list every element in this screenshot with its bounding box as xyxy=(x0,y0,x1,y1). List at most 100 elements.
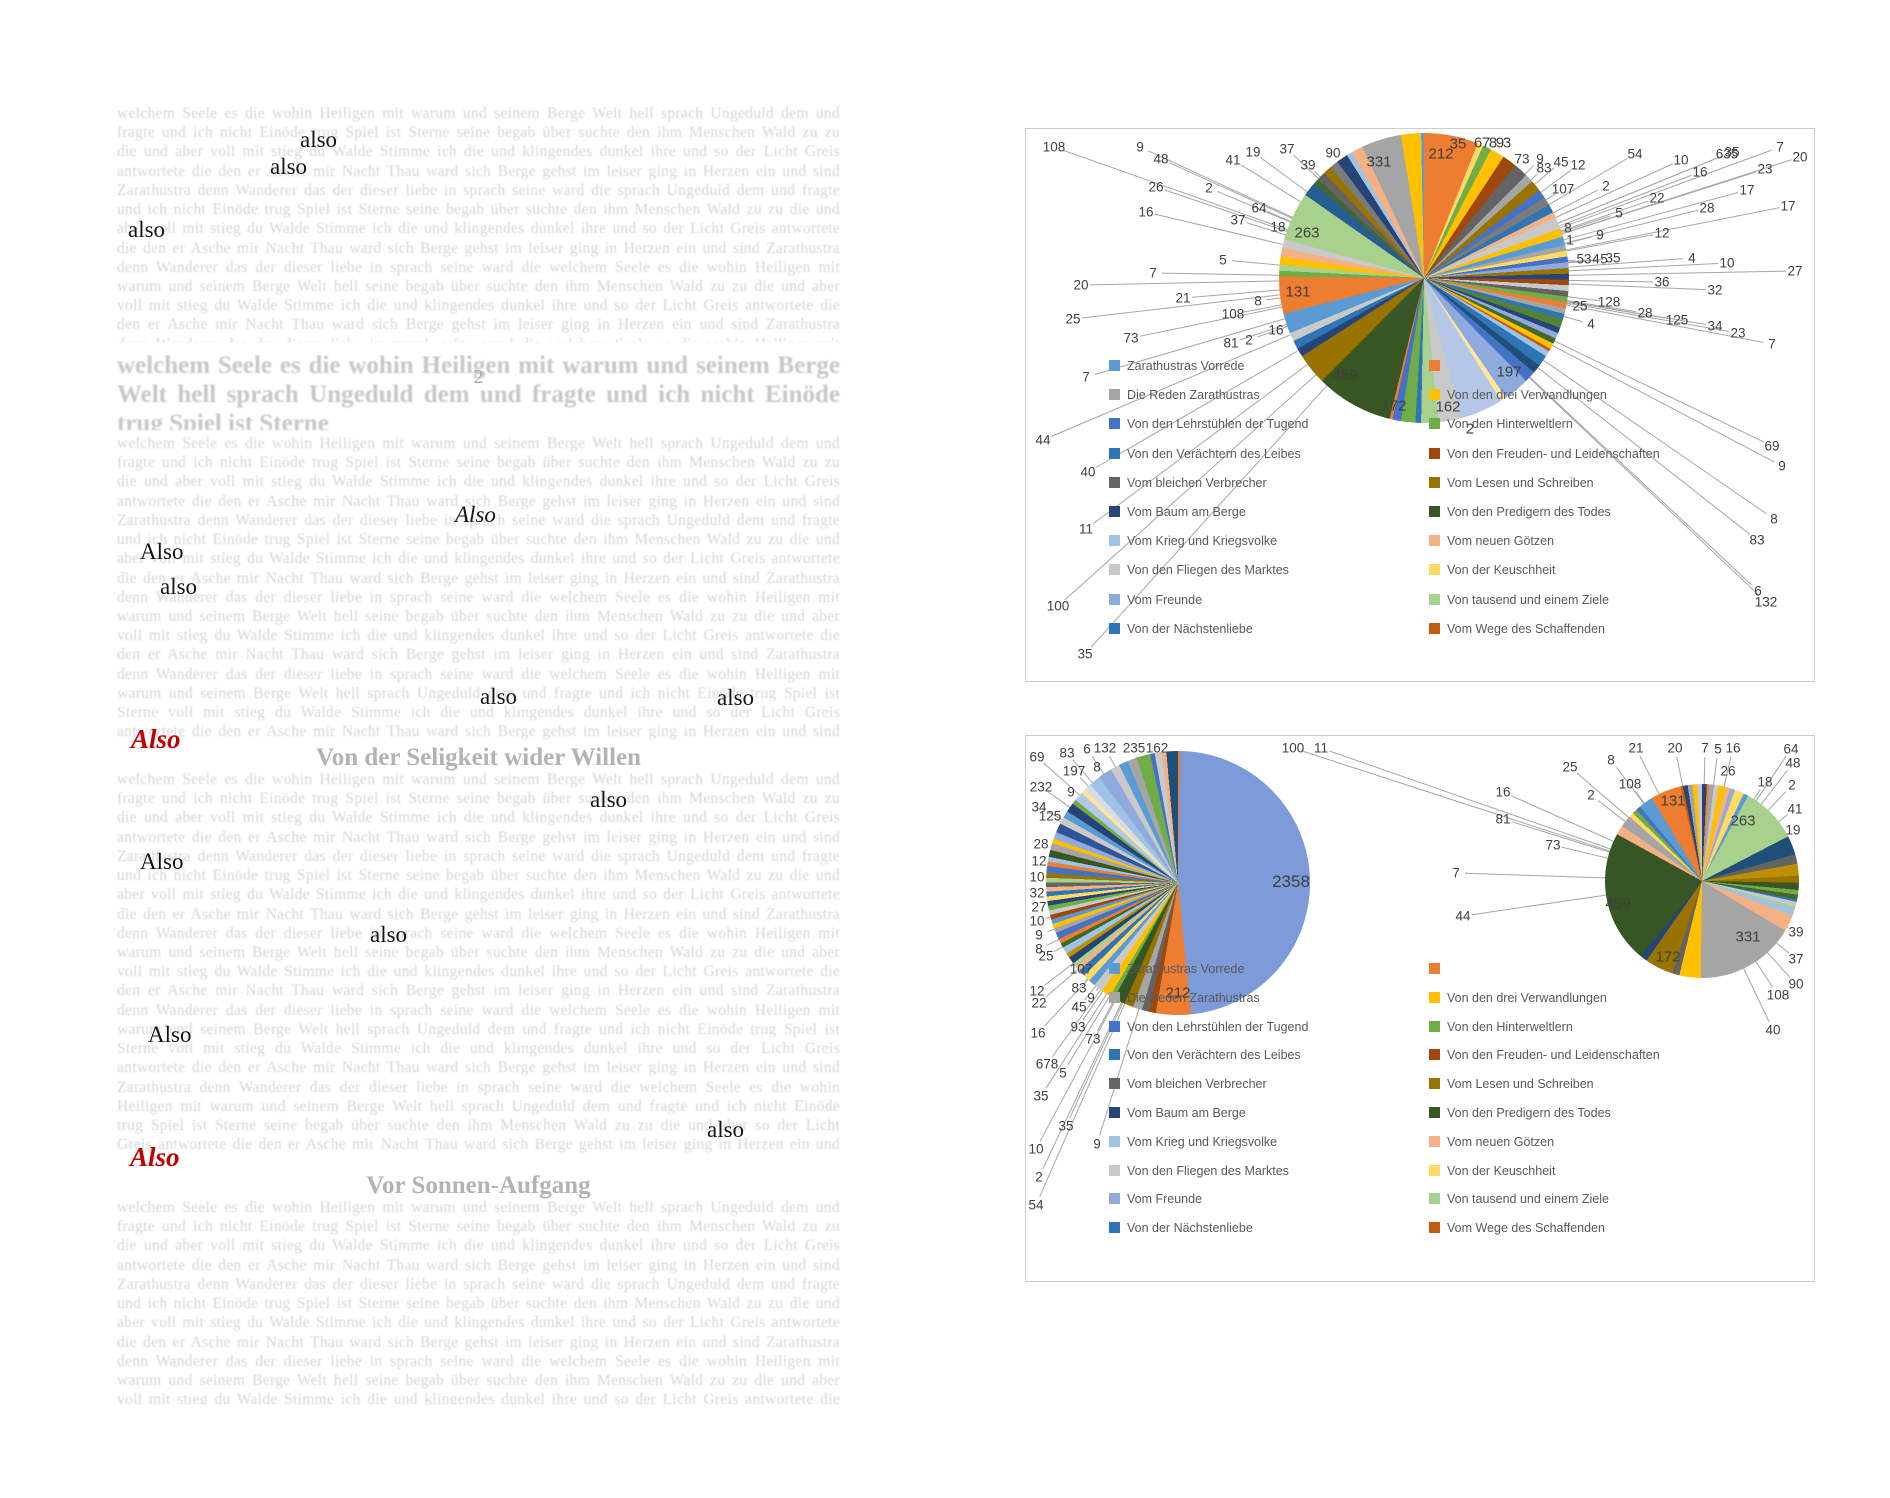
leader-lines xyxy=(1051,149,1792,648)
legend-item-label: Von den Freuden- und Leidenschaften xyxy=(1447,1048,1660,1063)
faded-paragraph: welchem Seele es die wohin Heiligen mit … xyxy=(117,435,840,741)
slice-leader-label: 108 xyxy=(1766,987,1790,1003)
pie-1 xyxy=(1046,751,1310,1015)
slice-leader-label: 9 xyxy=(1067,784,1075,800)
slice-leader-label: 1 xyxy=(1566,232,1574,248)
legend-color-swatch xyxy=(1109,564,1120,576)
legend-color-swatch xyxy=(1109,535,1120,547)
slice-data-label: 459 xyxy=(1605,895,1631,913)
slice-leader-label: 40 xyxy=(1080,464,1096,480)
slice-leader-label: 7 xyxy=(1149,265,1157,281)
slice-leader-label: 32 xyxy=(1029,885,1045,901)
legend-color-swatch xyxy=(1429,991,1440,1003)
highlighted-word: Also xyxy=(130,1142,180,1172)
slice-leader-label: 69 xyxy=(1029,749,1045,765)
highlighted-word: Also xyxy=(131,724,181,754)
legend-item-label: Von den Lehrstühlen der Tugend xyxy=(1127,1019,1309,1034)
slice-leader-label: 40 xyxy=(1765,1022,1781,1038)
legend-item-label: Die Reden Zarathustras xyxy=(1127,388,1260,403)
pie-2 xyxy=(1605,784,1799,978)
slice-leader-label: 16 xyxy=(1725,740,1741,756)
slice-leader-label: 8 xyxy=(1254,293,1262,309)
slice-leader-label: 9 xyxy=(1596,227,1604,243)
legend-item-label: Von den Predigern des Todes xyxy=(1447,1106,1611,1120)
legend-item-label: Von der Keuschheit xyxy=(1447,563,1556,578)
slice-leader-label: 69 xyxy=(1764,438,1780,454)
slice-leader-label: 54 xyxy=(1627,146,1643,162)
legend-item-label: Von der Nächstenliebe xyxy=(1127,621,1253,636)
legend-color-swatch xyxy=(1429,1049,1440,1061)
slice-leader-label: 25 xyxy=(1038,948,1054,964)
slice-leader-label: 232 xyxy=(1029,779,1053,795)
legend-color-swatch xyxy=(1109,593,1120,605)
slice-data-label: 2358 xyxy=(1272,872,1310,891)
slice-leader-label: 23 xyxy=(1730,325,1746,341)
slice-leader-label: 44 xyxy=(1035,432,1051,448)
slice-leader-label: 37 xyxy=(1788,951,1804,967)
slice-leader-label: 8 xyxy=(1607,752,1615,768)
slice-leader-label: 39 xyxy=(1300,157,1316,173)
legend-color-swatch xyxy=(1429,447,1440,459)
slice-leader-label: 9 xyxy=(1087,990,1095,1006)
legend-item-label: Von den Hinterweltlern xyxy=(1447,417,1573,432)
slice-leader-label: 12 xyxy=(1570,157,1586,173)
legend-color-swatch xyxy=(1429,1164,1440,1176)
slice-leader-label: 64 xyxy=(1783,741,1799,757)
legend-color-swatch xyxy=(1109,447,1120,459)
slice-leader-label: 107 xyxy=(1069,961,1093,977)
slice-leader-label: 7 xyxy=(1701,740,1709,756)
slice-leader-label: 128 xyxy=(1597,294,1621,310)
slice-data-label: 2 xyxy=(1465,420,1475,438)
slice-leader-label: 37 xyxy=(1279,141,1295,157)
slice-leader-label: 37 xyxy=(1230,212,1246,228)
slice-leader-label: 10 xyxy=(1029,869,1045,885)
slice-data-label: 7 xyxy=(1481,134,1491,152)
slice-leader-label: 45 xyxy=(1553,154,1569,170)
slice-data-label: 212 xyxy=(1428,145,1454,163)
slice-leader-label: 26 xyxy=(1720,763,1736,779)
slice-data-label: 331 xyxy=(1735,928,1761,946)
slice-leader-label: 7 xyxy=(1452,865,1460,881)
slice-leader-label: 108 xyxy=(1221,306,1245,322)
slice-leader-label: 197 xyxy=(1062,763,1086,779)
slice-leader-label: 12 xyxy=(1029,983,1045,999)
slice-leader-label: 9 xyxy=(1536,151,1544,167)
legend-item-label: Vom Freunde xyxy=(1127,592,1203,607)
slice-leader-label: 35 xyxy=(1058,1118,1074,1134)
slice-leader-label: 4 xyxy=(1688,250,1696,266)
legend-item-label: Vom Baum am Berge xyxy=(1127,1106,1246,1120)
slice-leader-label: 81 xyxy=(1495,811,1511,827)
slice-leader-label: 107 xyxy=(1551,181,1575,197)
slice-leader-label: 19 xyxy=(1245,144,1261,160)
legend-color-swatch xyxy=(1429,360,1440,371)
slice-leader-label: 73 xyxy=(1123,330,1139,346)
legend-color-swatch xyxy=(1109,506,1120,517)
legend-color-swatch xyxy=(1429,593,1440,605)
legend-color-swatch xyxy=(1109,1164,1120,1176)
legend-item-label: Vom neuen Götzen xyxy=(1447,1134,1555,1149)
legend-item-label: Von der Nächstenliebe xyxy=(1127,1221,1253,1236)
slice-leader-label: 25 xyxy=(1572,298,1588,314)
legend-item-label: Vom Lesen und Schreiben xyxy=(1447,1077,1594,1092)
slice-leader-label: 16 xyxy=(1495,784,1511,800)
slice-leader-label: 83 xyxy=(1749,532,1765,548)
legend-color-swatch xyxy=(1429,476,1440,488)
legend-color-swatch xyxy=(1109,389,1120,401)
slice-leader-label: 53 xyxy=(1576,251,1592,267)
legend-item-label: Die Reden Zarathustras xyxy=(1127,990,1260,1005)
legend-item-label: Von den Freuden- und Leidenschaften xyxy=(1447,446,1660,461)
highlighted-word: also xyxy=(300,127,338,152)
slice-leader-label: 6 xyxy=(1083,741,1091,757)
slice-leader-label: 5 xyxy=(1615,205,1623,221)
legend-color-swatch xyxy=(1429,1020,1440,1032)
legend-color-swatch xyxy=(1109,622,1120,634)
slice-leader-label: 21 xyxy=(1175,290,1191,306)
slice-leader-label: 16 xyxy=(1268,322,1284,338)
highlighted-word: also xyxy=(128,217,166,242)
slice-leader-label: 5 xyxy=(1219,252,1227,268)
legend-color-swatch xyxy=(1109,1107,1120,1118)
legend-color-swatch xyxy=(1429,418,1440,430)
slice-leader-label: 83 xyxy=(1059,745,1075,761)
slice-leader-label: 22 xyxy=(1031,995,1047,1011)
slice-leader-label: 28 xyxy=(1637,305,1653,321)
